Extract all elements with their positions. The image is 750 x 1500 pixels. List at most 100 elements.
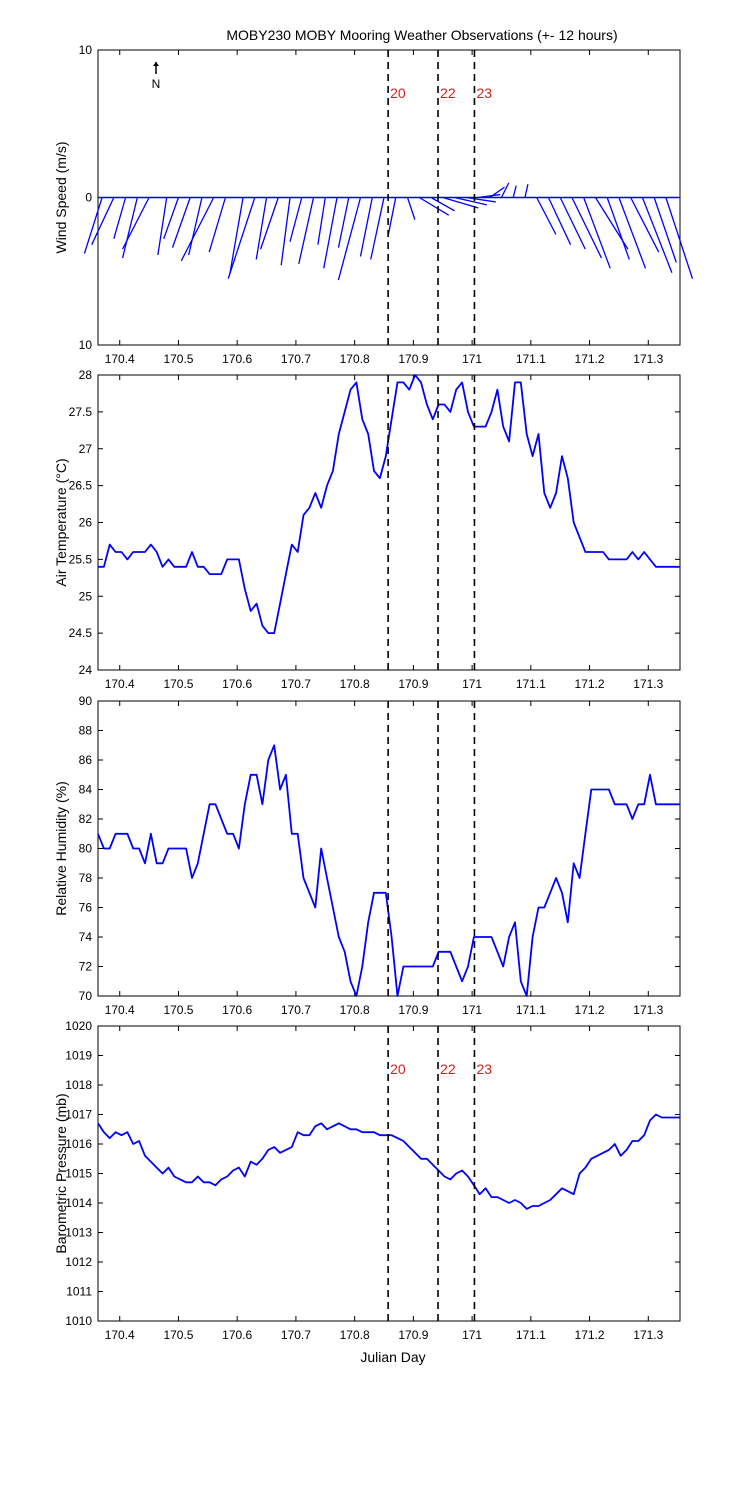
wind-vector bbox=[289, 197, 303, 242]
x-tick-label-humidity: 170.6 bbox=[222, 1003, 252, 1017]
wind-vector bbox=[298, 197, 315, 265]
marker-label-22: 22 bbox=[440, 1061, 456, 1077]
wind-vector bbox=[229, 197, 244, 275]
y-tick-label-pressure: 1011 bbox=[66, 1285, 92, 1299]
x-tick-label-pressure: 170.9 bbox=[398, 1328, 428, 1342]
y-tick-label-temperature: 27.5 bbox=[69, 405, 93, 419]
wind-vector bbox=[653, 197, 677, 263]
wind-vector bbox=[477, 193, 501, 199]
x-tick-label-pressure: 171 bbox=[462, 1328, 482, 1342]
marker-label-22: 22 bbox=[440, 85, 456, 101]
x-tick-label-wind: 170.5 bbox=[163, 352, 193, 366]
north-arrow-head-icon bbox=[153, 62, 159, 66]
y-tick-label-temperature: 27 bbox=[79, 442, 93, 456]
wind-vector bbox=[466, 196, 496, 203]
y-tick-label-humidity: 74 bbox=[79, 930, 93, 944]
y-tick-label-humidity: 90 bbox=[79, 694, 93, 708]
wind-vector bbox=[536, 197, 557, 235]
x-tick-label-temperature: 171.1 bbox=[516, 677, 546, 691]
y-tick-label-humidity: 78 bbox=[79, 871, 93, 885]
wind-vector bbox=[547, 197, 572, 245]
chart-title: MOBY230 MOBY Mooring Weather Observation… bbox=[226, 27, 617, 43]
wind-vector bbox=[524, 184, 529, 198]
panel-wind: 10 0 10 170.4 170.5 170.6 170.7 170.8 170.9 171 17… bbox=[53, 43, 694, 366]
y-tick-label-pressure: 1020 bbox=[65, 1019, 92, 1033]
wind-vector bbox=[121, 197, 150, 250]
y-axis-label-pressure: Barometric Pressure (mb) bbox=[53, 1093, 69, 1253]
y-axis-label-humidity: Relative Humidity (%) bbox=[53, 781, 69, 916]
x-tick-label-temperature: 171.2 bbox=[575, 677, 605, 691]
wind-vector bbox=[323, 197, 338, 269]
y-tick-label-temperature: 24.5 bbox=[69, 626, 93, 640]
x-tick-label-humidity: 170.9 bbox=[398, 1003, 428, 1017]
x-tick-label-wind: 171.2 bbox=[575, 352, 605, 366]
wind-vector bbox=[157, 197, 168, 256]
x-tick-label-humidity: 170.8 bbox=[340, 1003, 370, 1017]
wind-vector bbox=[83, 197, 103, 254]
panel-temperature: 24 24.5 25 25.5 26 26.5 27 27.5 28 170.4 170.5 170.… bbox=[53, 368, 681, 691]
y-tick-label-pressure: 1013 bbox=[65, 1226, 92, 1240]
panel-humidity: 70 72 74 76 78 80 82 84 86 88 90 170.4 170.5 170.6 170… bbox=[53, 694, 681, 1017]
x-tick-label-pressure: 170.7 bbox=[281, 1328, 311, 1342]
wind-vector bbox=[121, 197, 138, 259]
wind-vector bbox=[442, 196, 479, 209]
x-tick-label-pressure: 170.8 bbox=[340, 1328, 370, 1342]
wind-vector bbox=[489, 186, 505, 199]
y-tick-label-wind: 10 bbox=[79, 43, 93, 57]
wind-vector bbox=[171, 197, 191, 248]
marker-label-20: 20 bbox=[390, 1061, 406, 1077]
y-tick-label-pressure: 1014 bbox=[65, 1196, 92, 1210]
x-tick-label-temperature: 171 bbox=[462, 677, 482, 691]
x-tick-label-temperature: 170.5 bbox=[163, 677, 193, 691]
x-tick-label-pressure: 170.4 bbox=[105, 1328, 135, 1342]
wind-vector bbox=[665, 197, 694, 279]
wind-vector bbox=[630, 197, 660, 253]
x-tick-label-temperature: 170.7 bbox=[281, 677, 311, 691]
wind-vector bbox=[255, 197, 268, 260]
y-tick-label-temperature: 26 bbox=[79, 516, 93, 530]
series-line-temperature bbox=[98, 374, 680, 634]
y-tick-label-pressure: 1016 bbox=[65, 1137, 92, 1151]
marker-label-23: 23 bbox=[476, 85, 492, 101]
plot-frame-temperature bbox=[97, 374, 681, 671]
wind-vector bbox=[259, 197, 279, 250]
y-tick-label-temperature: 25.5 bbox=[69, 552, 93, 566]
wind-vector bbox=[280, 197, 291, 266]
wind-vector bbox=[606, 197, 630, 260]
x-tick-label-temperature: 170.6 bbox=[222, 677, 252, 691]
x-tick-label-wind: 171.3 bbox=[633, 352, 663, 366]
wind-vector bbox=[370, 197, 385, 260]
x-tick-label-temperature: 170.8 bbox=[340, 677, 370, 691]
x-tick-label-humidity: 171 bbox=[462, 1003, 482, 1017]
x-tick-label-temperature: 170.9 bbox=[398, 677, 428, 691]
y-tick-label-temperature: 25 bbox=[79, 589, 93, 603]
x-tick-label-wind: 171 bbox=[462, 352, 482, 366]
y-tick-label-pressure: 1012 bbox=[65, 1255, 92, 1269]
wind-vector bbox=[418, 196, 450, 216]
panels: 10 0 10 170.4 170.5 170.6 170.7 170.8 170.9 171 17… bbox=[53, 43, 694, 1342]
x-tick-label-pressure: 171.1 bbox=[516, 1328, 546, 1342]
wind-vector bbox=[387, 197, 397, 235]
wind-vector bbox=[583, 197, 611, 269]
x-tick-label-wind: 171.1 bbox=[516, 352, 546, 366]
x-tick-label-pressure: 171.3 bbox=[633, 1328, 663, 1342]
marker-label-20: 20 bbox=[390, 85, 406, 101]
y-tick-label-pressure: 1017 bbox=[65, 1108, 92, 1122]
wind-vector bbox=[163, 197, 180, 240]
y-tick-label-pressure: 1018 bbox=[65, 1078, 92, 1092]
x-tick-label-humidity: 170.7 bbox=[281, 1003, 311, 1017]
wind-vector bbox=[337, 197, 350, 248]
x-tick-label-wind: 170.7 bbox=[281, 352, 311, 366]
series-line-pressure bbox=[97, 1113, 680, 1210]
x-tick-label-humidity: 171.3 bbox=[633, 1003, 663, 1017]
y-tick-label-humidity: 76 bbox=[79, 901, 93, 915]
y-tick-label-pressure: 1019 bbox=[65, 1049, 92, 1063]
y-axis-label-wind: Wind Speed (m/s) bbox=[53, 141, 69, 253]
y-tick-label-pressure: 1010 bbox=[65, 1314, 92, 1328]
wind-vector bbox=[227, 197, 256, 279]
wind-vector bbox=[618, 197, 647, 269]
series-line-humidity bbox=[97, 744, 680, 997]
y-tick-label-wind: 0 bbox=[85, 191, 92, 205]
wind-vector bbox=[512, 185, 517, 198]
